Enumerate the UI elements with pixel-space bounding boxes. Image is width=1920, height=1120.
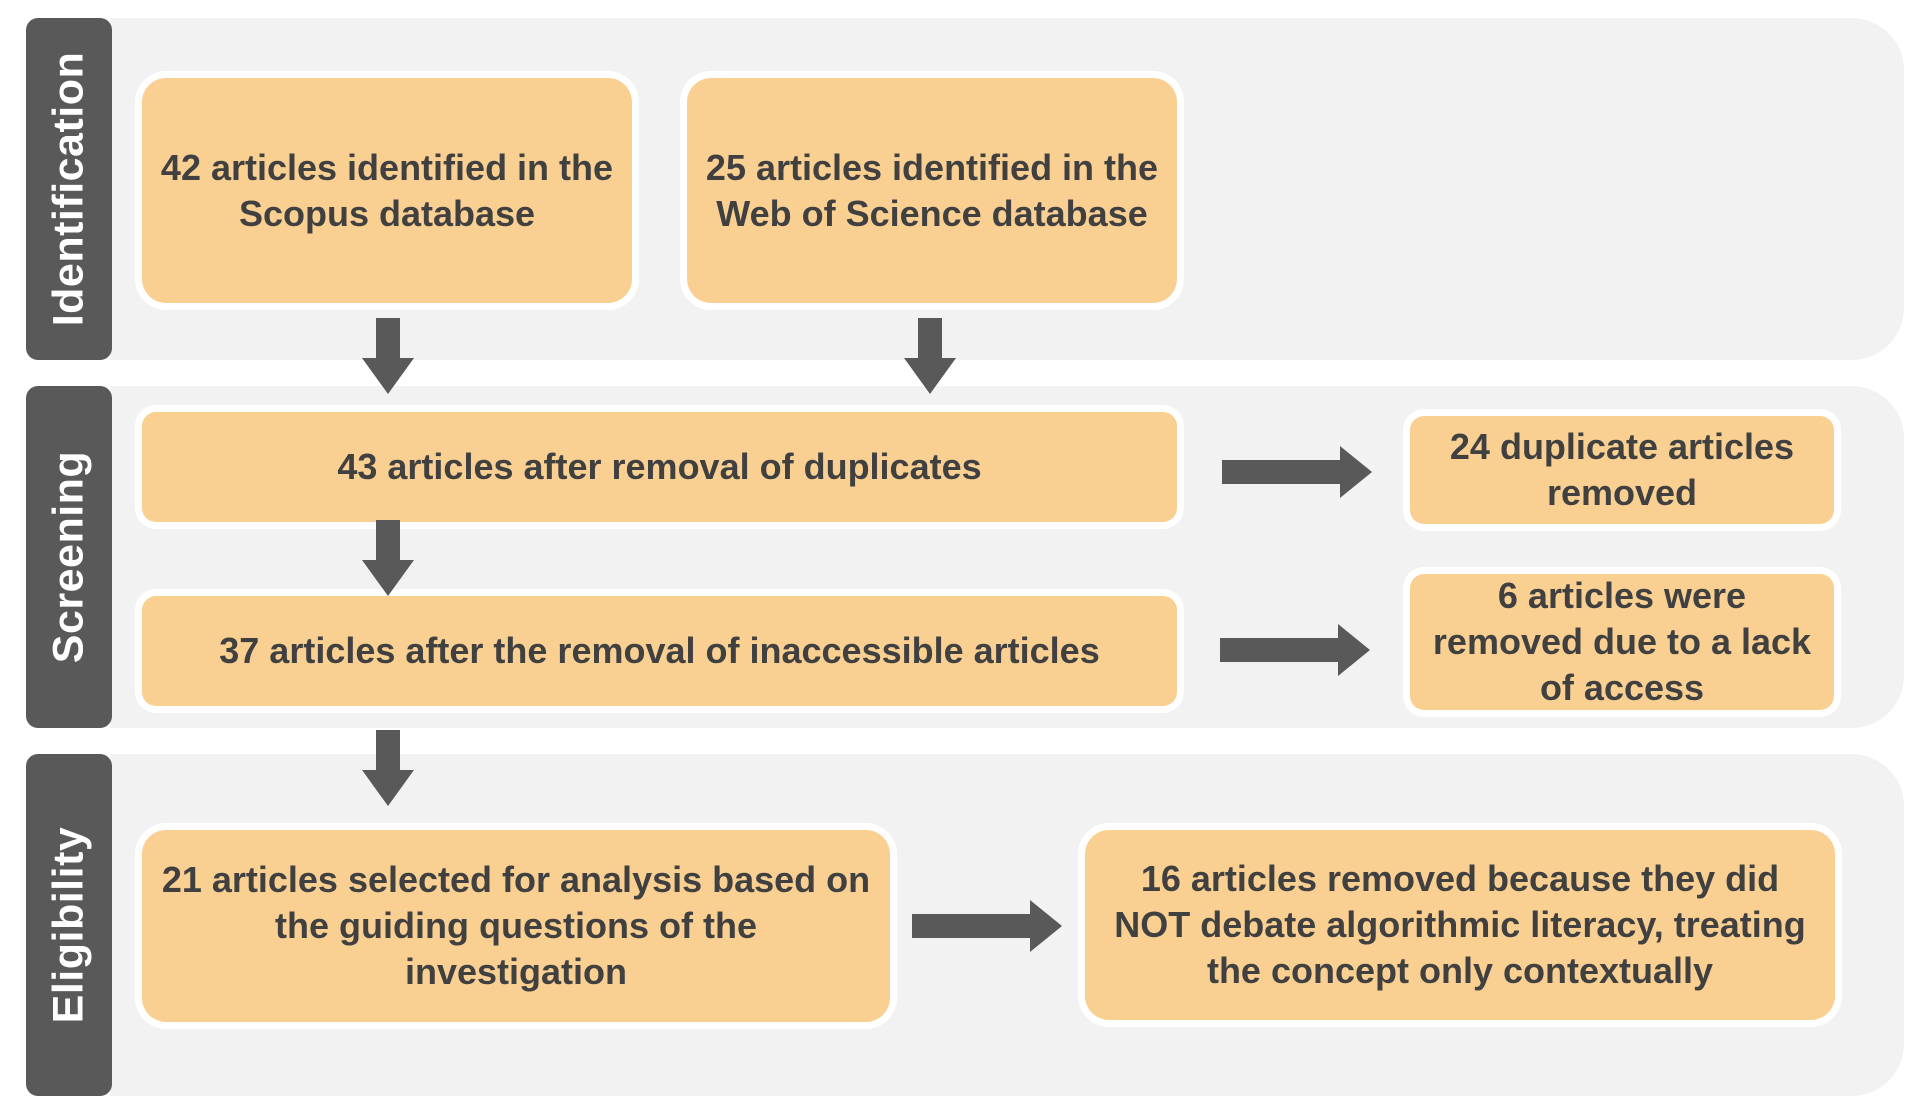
selected-box: 21 articles selected for analysis based … xyxy=(142,830,890,1022)
arrow-right-excluded xyxy=(912,900,1062,952)
stage-screening: Screening xyxy=(26,386,112,728)
no-access-removed-box: 6 articles were removed due to a lack of… xyxy=(1410,574,1834,710)
scopus-text: 42 articles identified in the Scopus dat… xyxy=(160,146,614,234)
no-access-removed-text: 6 articles were removed due to a lack of… xyxy=(1432,575,1812,708)
wos-box: 25 articles identified in the Web of Sci… xyxy=(687,78,1177,303)
arrow-down-wos xyxy=(904,318,956,394)
arrow-down-to-eligibility xyxy=(362,730,414,806)
excluded-text: 16 articles removed because they did NOT… xyxy=(1114,858,1806,991)
arrow-down-screening-1 xyxy=(362,520,414,596)
stage-identification: Identification xyxy=(26,18,112,360)
selected-text: 21 articles selected for analysis based … xyxy=(161,859,871,992)
arrow-right-no-access xyxy=(1220,624,1370,676)
after-inaccessible-box: 37 articles after the removal of inacces… xyxy=(142,596,1177,706)
stage-eligibility: Eligibility xyxy=(26,754,112,1096)
after-inaccessible-text: 37 articles after the removal of inacces… xyxy=(219,630,1100,671)
excluded-box: 16 articles removed because they did NOT… xyxy=(1085,830,1835,1020)
arrow-down-scopus xyxy=(362,318,414,394)
wos-text: 25 articles identified in the Web of Sci… xyxy=(705,146,1159,234)
arrow-right-duplicates xyxy=(1222,446,1372,498)
scopus-box: 42 articles identified in the Scopus dat… xyxy=(142,78,632,303)
after-duplicates-text: 43 articles after removal of duplicates xyxy=(337,446,982,487)
duplicates-removed-text: 24 duplicate articles removed xyxy=(1449,426,1795,513)
duplicates-removed-box: 24 duplicate articles removed xyxy=(1410,416,1834,524)
after-duplicates-box: 43 articles after removal of duplicates xyxy=(142,412,1177,522)
